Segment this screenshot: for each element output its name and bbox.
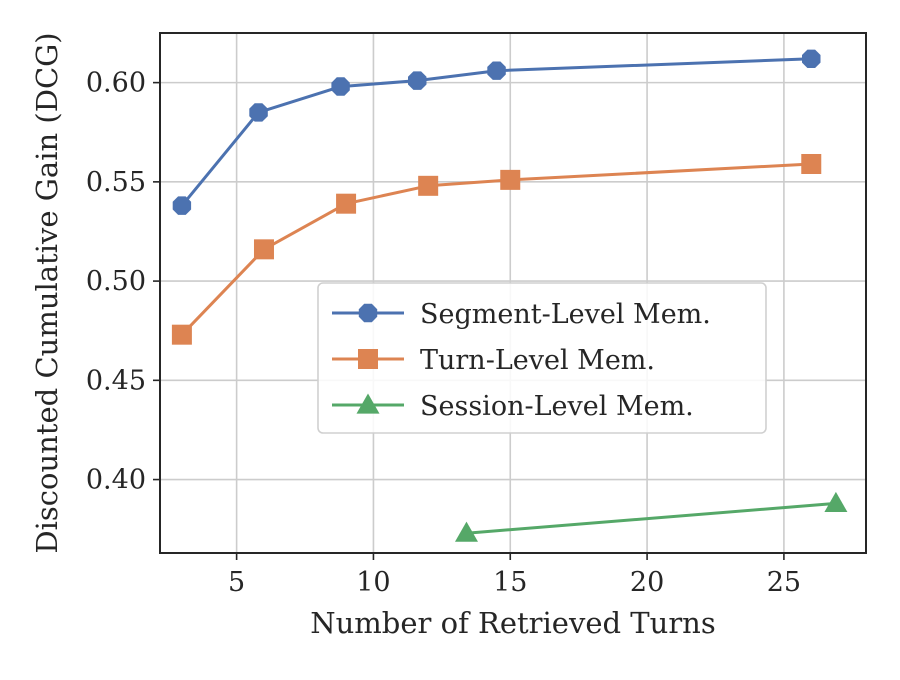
data-point xyxy=(454,521,478,542)
series-turn-level-mem xyxy=(171,153,822,345)
y-tick-label: 0.40 xyxy=(86,465,146,496)
y-tick-label: 0.60 xyxy=(86,68,146,99)
legend-marker xyxy=(358,349,378,369)
y-tick-label: 0.50 xyxy=(86,266,146,297)
plot-series xyxy=(171,49,848,542)
plot-frame xyxy=(159,32,867,554)
data-point xyxy=(171,324,192,345)
x-tick-label: 20 xyxy=(630,567,664,598)
x-tick-label: 25 xyxy=(767,567,801,598)
y-tick-label: 0.45 xyxy=(86,365,146,396)
legend-box xyxy=(317,282,767,434)
data-point xyxy=(802,49,821,68)
axis-ticks: 5 10 15 20 25 0.40 0.45 0.50 0.55 0.60 xyxy=(86,68,801,598)
series-line xyxy=(180,57,812,207)
data-point xyxy=(487,61,506,80)
x-tick-label: 10 xyxy=(356,567,390,598)
legend: Segment-Level Mem. Turn-Level Mem. Session… xyxy=(317,282,767,434)
data-point xyxy=(500,169,521,190)
series-session-level-mem xyxy=(454,491,848,542)
x-axis-label: Number of Retrieved Turns xyxy=(310,606,716,640)
series-line xyxy=(180,162,812,336)
data-point xyxy=(408,71,427,90)
data-point xyxy=(801,153,822,174)
legend-item: Session-Level Mem. xyxy=(332,391,694,422)
data-point xyxy=(824,491,848,513)
series-line xyxy=(466,501,837,535)
legend-label: Session-Level Mem. xyxy=(420,391,694,422)
data-point xyxy=(336,193,357,214)
legend-label: Segment-Level Mem. xyxy=(420,299,711,330)
data-point xyxy=(249,103,268,122)
data-point xyxy=(172,196,192,215)
x-tick-label: 5 xyxy=(228,567,245,598)
series-segment-level-mem xyxy=(172,49,821,215)
legend-marker xyxy=(356,393,380,414)
legend-item: Turn-Level Mem. xyxy=(332,345,655,376)
data-point xyxy=(331,77,350,96)
y-axis-label: Discounted Cumulative Gain (DCG) xyxy=(30,32,64,553)
legend-marker xyxy=(358,303,378,323)
data-point xyxy=(418,175,439,196)
y-tick-label: 0.55 xyxy=(86,167,146,198)
data-point xyxy=(253,239,274,260)
legend-item: Segment-Level Mem. xyxy=(332,299,711,330)
legend-label: Turn-Level Mem. xyxy=(420,345,655,376)
x-tick-label: 15 xyxy=(493,567,527,598)
